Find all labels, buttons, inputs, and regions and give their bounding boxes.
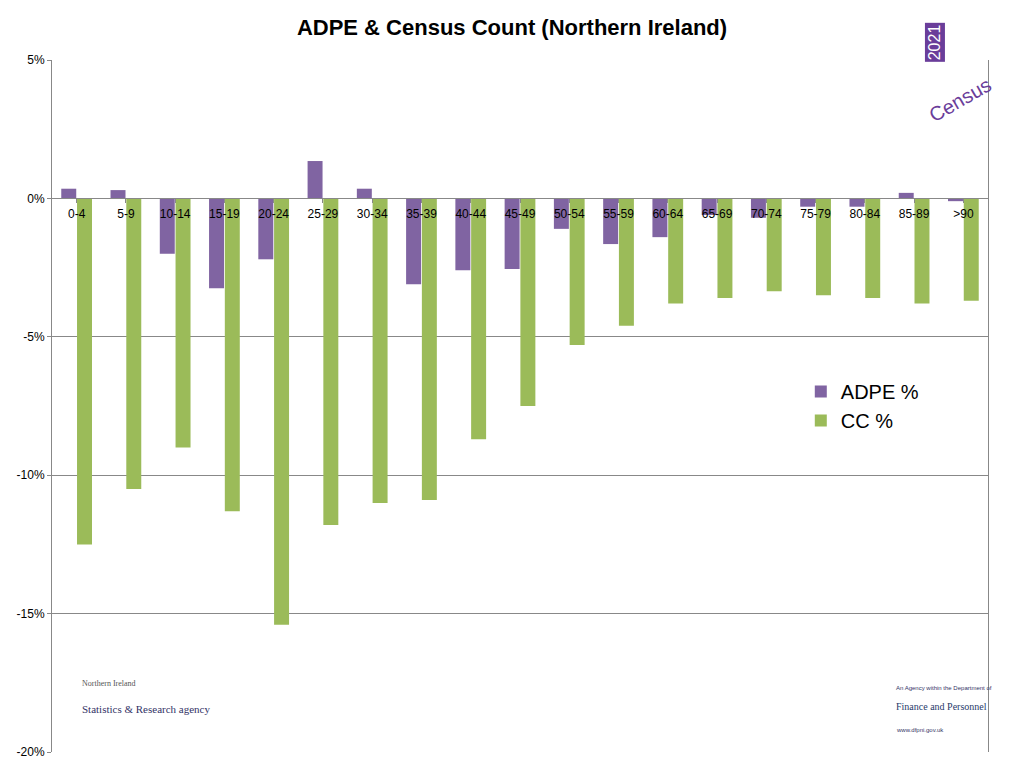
svg-text:15-19: 15-19 (209, 207, 240, 221)
svg-text:ADPE & Census Count (Northern: ADPE & Census Count (Northern Ireland) (297, 15, 727, 40)
svg-text:30-34: 30-34 (357, 207, 388, 221)
svg-text:0-4: 0-4 (68, 207, 86, 221)
svg-text:>90: >90 (953, 207, 974, 221)
svg-text:50-54: 50-54 (554, 207, 585, 221)
svg-text:-15%: -15% (17, 607, 45, 621)
svg-text:10-14: 10-14 (160, 207, 191, 221)
svg-text:5%: 5% (27, 53, 45, 67)
svg-text:ADPE %: ADPE % (841, 381, 919, 403)
svg-text:75-79: 75-79 (800, 207, 831, 221)
svg-text:-5%: -5% (23, 330, 45, 344)
svg-text:Finance and Personnel: Finance and Personnel (896, 701, 987, 712)
svg-text:85-89: 85-89 (899, 207, 930, 221)
svg-text:55-59: 55-59 (603, 207, 634, 221)
svg-text:70-74: 70-74 (751, 207, 782, 221)
svg-text:65-69: 65-69 (702, 207, 733, 221)
svg-text:60-64: 60-64 (652, 207, 683, 221)
svg-text:CC %: CC % (841, 410, 893, 432)
svg-text:Northern Ireland: Northern Ireland (82, 679, 136, 688)
svg-text:80-84: 80-84 (849, 207, 880, 221)
svg-text:2021: 2021 (926, 25, 943, 61)
svg-text:40-44: 40-44 (455, 207, 486, 221)
svg-text:25-29: 25-29 (308, 207, 339, 221)
svg-text:0%: 0% (27, 192, 45, 206)
svg-text:-10%: -10% (17, 468, 45, 482)
svg-text:5-9: 5-9 (117, 207, 135, 221)
svg-text:Statistics & Research agency: Statistics & Research agency (82, 703, 210, 715)
svg-text:Census: Census (925, 73, 995, 126)
svg-text:20-24: 20-24 (258, 207, 289, 221)
svg-text:www.dfpni.gov.uk: www.dfpni.gov.uk (896, 727, 944, 733)
svg-text:-20%: -20% (17, 745, 45, 759)
svg-text:35-39: 35-39 (406, 207, 437, 221)
svg-text:An Agency within the Departmen: An Agency within the Department of (896, 685, 992, 691)
svg-text:45-49: 45-49 (505, 207, 536, 221)
